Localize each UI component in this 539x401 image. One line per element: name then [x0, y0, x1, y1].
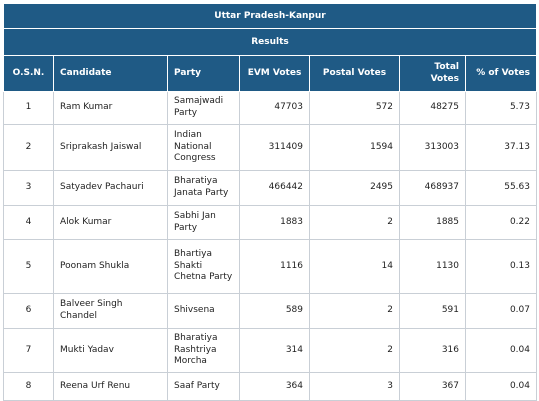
cell-total-votes: 468937: [399, 170, 466, 206]
table-row: 4 Alok Kumar Sabhi Jan Party 1883 2 1885…: [3, 205, 537, 240]
cell-percent-votes: 5.73: [465, 91, 537, 125]
cell-evm-votes: 314: [239, 328, 310, 373]
col-osn: O.S.N.: [3, 55, 54, 92]
cell-evm-votes: 1116: [239, 239, 310, 294]
cell-total-votes: 1885: [399, 205, 466, 240]
col-total-votes: Total Votes: [399, 55, 466, 92]
cell-candidate: Satyadev Pachauri: [53, 170, 168, 206]
cell-total-votes: 48275: [399, 91, 466, 125]
cell-candidate: Reena Urf Renu: [53, 372, 168, 401]
col-evm-votes: EVM Votes: [239, 55, 310, 92]
cell-evm-votes: 47703: [239, 91, 310, 125]
cell-osn: 5: [3, 239, 54, 294]
table-row: 1 Ram Kumar Samajwadi Party 47703 572 48…: [3, 91, 537, 125]
cell-candidate: Balveer Singh Chandel: [53, 293, 168, 329]
cell-party: Indian National Congress: [167, 124, 240, 171]
col-postal-votes: Postal Votes: [309, 55, 400, 92]
cell-party: Bharatiya Janata Party: [167, 170, 240, 206]
cell-party: Shivsena: [167, 293, 240, 329]
cell-party: Bhartiya Shakti Chetna Party: [167, 239, 240, 294]
cell-percent-votes: 0.04: [465, 328, 537, 373]
column-header-row: O.S.N. Candidate Party EVM Votes Postal …: [3, 55, 537, 92]
cell-candidate: Poonam Shukla: [53, 239, 168, 294]
cell-percent-votes: 0.13: [465, 239, 537, 294]
cell-percent-votes: 55.63: [465, 170, 537, 206]
cell-candidate: Sriprakash Jaiswal: [53, 124, 168, 171]
cell-total-votes: 1130: [399, 239, 466, 294]
cell-postal-votes: 2: [309, 205, 400, 240]
cell-percent-votes: 0.22: [465, 205, 537, 240]
title-row: Uttar Pradesh-Kanpur: [3, 3, 537, 29]
results-subtitle: Results: [3, 28, 537, 56]
results-container: Uttar Pradesh-Kanpur Results O.S.N. Cand…: [3, 3, 537, 401]
col-candidate: Candidate: [53, 55, 168, 92]
results-table: Uttar Pradesh-Kanpur Results O.S.N. Cand…: [3, 3, 537, 401]
cell-candidate: Mukti Yadav: [53, 328, 168, 373]
cell-postal-votes: 572: [309, 91, 400, 125]
cell-evm-votes: 589: [239, 293, 310, 329]
table-row: 5 Poonam Shukla Bhartiya Shakti Chetna P…: [3, 239, 537, 294]
cell-osn: 6: [3, 293, 54, 329]
cell-osn: 4: [3, 205, 54, 240]
col-party: Party: [167, 55, 240, 92]
cell-osn: 1: [3, 91, 54, 125]
cell-party: Saaf Party: [167, 372, 240, 401]
cell-osn: 2: [3, 124, 54, 171]
table-row: 3 Satyadev Pachauri Bharatiya Janata Par…: [3, 170, 537, 206]
table-row: 2 Sriprakash Jaiswal Indian National Con…: [3, 124, 537, 171]
subtitle-row: Results: [3, 28, 537, 56]
cell-evm-votes: 1883: [239, 205, 310, 240]
cell-osn: 8: [3, 372, 54, 401]
cell-osn: 7: [3, 328, 54, 373]
cell-party: Samajwadi Party: [167, 91, 240, 125]
cell-postal-votes: 2495: [309, 170, 400, 206]
cell-party: Sabhi Jan Party: [167, 205, 240, 240]
cell-percent-votes: 0.07: [465, 293, 537, 329]
cell-percent-votes: 0.04: [465, 372, 537, 401]
table-row: 8 Reena Urf Renu Saaf Party 364 3 367 0.…: [3, 372, 537, 401]
cell-osn: 3: [3, 170, 54, 206]
cell-candidate: Alok Kumar: [53, 205, 168, 240]
cell-total-votes: 316: [399, 328, 466, 373]
col-percent-votes: % of Votes: [465, 55, 537, 92]
cell-evm-votes: 311409: [239, 124, 310, 171]
cell-postal-votes: 14: [309, 239, 400, 294]
constituency-title: Uttar Pradesh-Kanpur: [3, 3, 537, 29]
table-row: 6 Balveer Singh Chandel Shivsena 589 2 5…: [3, 293, 537, 329]
cell-candidate: Ram Kumar: [53, 91, 168, 125]
cell-total-votes: 313003: [399, 124, 466, 171]
cell-postal-votes: 3: [309, 372, 400, 401]
cell-postal-votes: 1594: [309, 124, 400, 171]
cell-postal-votes: 2: [309, 293, 400, 329]
table-row: 7 Mukti Yadav Bharatiya Rashtriya Morcha…: [3, 328, 537, 373]
cell-total-votes: 367: [399, 372, 466, 401]
cell-evm-votes: 466442: [239, 170, 310, 206]
cell-percent-votes: 37.13: [465, 124, 537, 171]
cell-total-votes: 591: [399, 293, 466, 329]
cell-evm-votes: 364: [239, 372, 310, 401]
cell-party: Bharatiya Rashtriya Morcha: [167, 328, 240, 373]
cell-postal-votes: 2: [309, 328, 400, 373]
